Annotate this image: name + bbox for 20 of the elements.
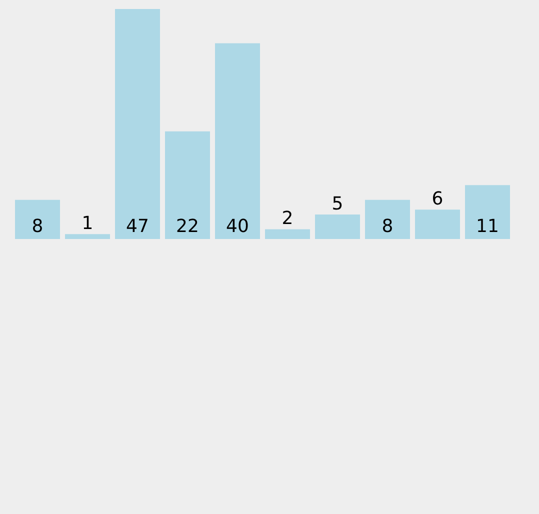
- bar: [265, 229, 310, 239]
- data-label: 6: [432, 188, 444, 210]
- bar: [15, 200, 60, 239]
- data-label: 8: [382, 216, 394, 237]
- bar: [65, 234, 110, 239]
- bar: [365, 200, 410, 239]
- data-label: 40: [226, 216, 249, 237]
- bar: [215, 43, 260, 239]
- data-label: 47: [126, 216, 149, 237]
- bar: [315, 214, 360, 239]
- bar: [165, 131, 210, 239]
- data-label: 22: [176, 216, 199, 237]
- bar: [465, 185, 510, 239]
- data-label: 8: [32, 216, 44, 237]
- bar: [115, 9, 160, 239]
- data-label: 2: [282, 208, 294, 230]
- data-label: 5: [332, 194, 344, 215]
- data-label: 11: [476, 216, 499, 237]
- bar: [415, 210, 460, 239]
- data-label: 1: [82, 213, 94, 234]
